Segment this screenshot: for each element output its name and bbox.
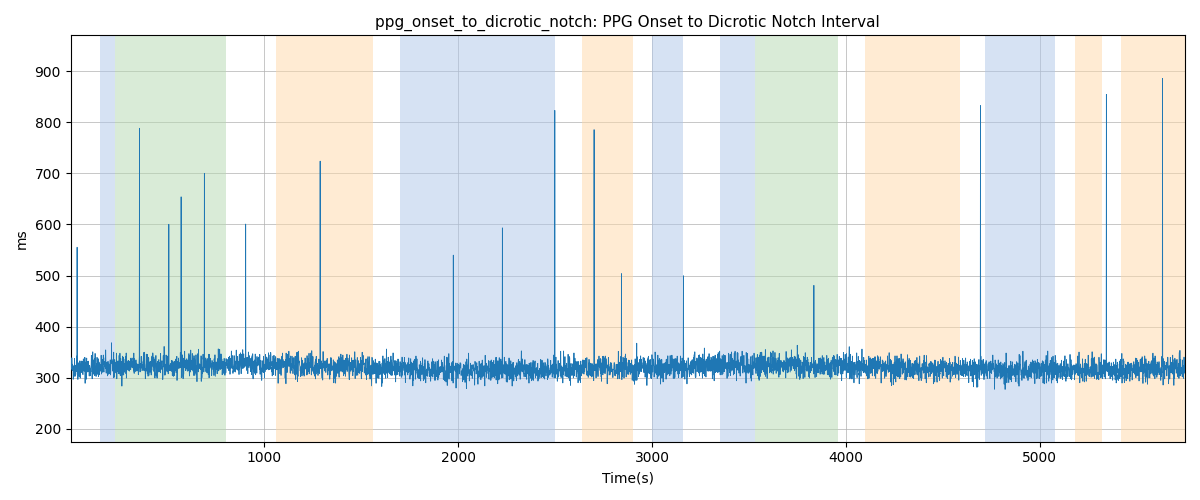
Y-axis label: ms: ms <box>16 228 29 249</box>
X-axis label: Time(s): Time(s) <box>602 471 654 485</box>
Bar <box>1121 36 1186 442</box>
Bar <box>652 36 683 442</box>
Bar <box>115 36 226 442</box>
Bar <box>755 36 838 442</box>
Bar <box>985 36 1055 442</box>
Bar <box>276 36 373 442</box>
Title: ppg_onset_to_dicrotic_notch: PPG Onset to Dicrotic Notch Interval: ppg_onset_to_dicrotic_notch: PPG Onset t… <box>376 15 881 31</box>
Bar <box>400 36 556 442</box>
Bar <box>582 36 632 442</box>
Bar <box>1074 36 1102 442</box>
Bar <box>720 36 736 442</box>
Bar <box>865 36 960 442</box>
Bar <box>736 36 755 442</box>
Bar <box>100 36 115 442</box>
